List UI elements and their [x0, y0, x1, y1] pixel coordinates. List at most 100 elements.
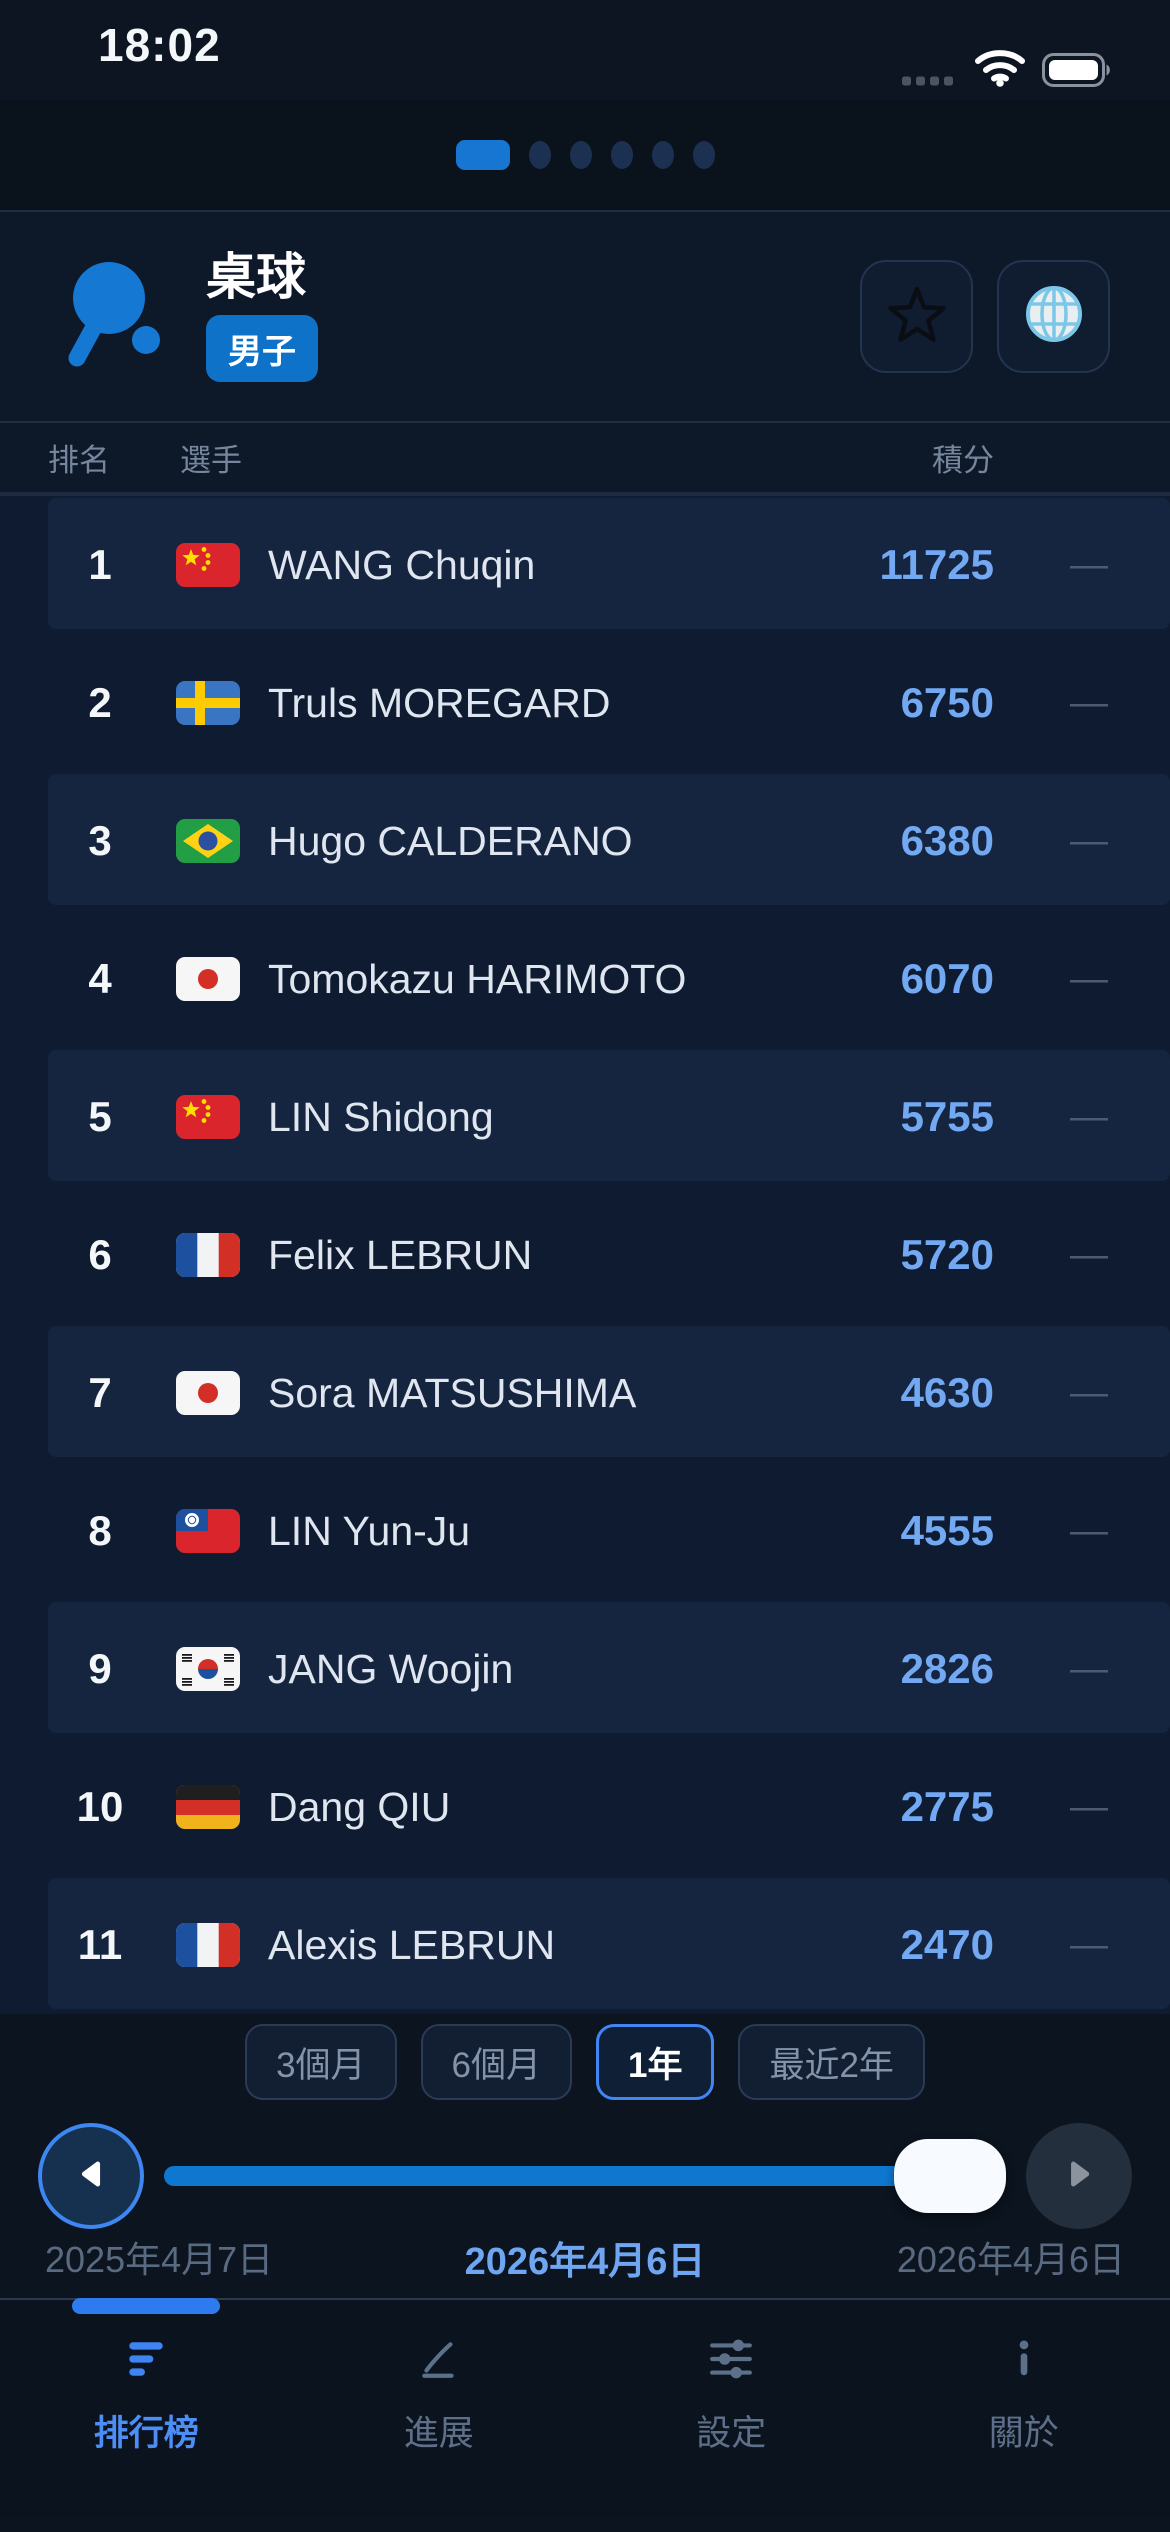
page-dot-3[interactable] — [569, 141, 592, 169]
flag-de-icon — [176, 1785, 240, 1829]
flag-se-icon — [176, 681, 240, 725]
points-value: 2826 — [900, 1645, 994, 1692]
active-tab-indicator — [72, 2298, 221, 2314]
next-date-button[interactable] — [1026, 2123, 1132, 2229]
globe-icon — [1021, 281, 1087, 352]
timeline-controls — [0, 2122, 1170, 2230]
period-filter-button[interactable]: 最近2年 — [738, 2024, 925, 2100]
rank-change: — — [1070, 819, 1108, 862]
points-value: 6380 — [900, 817, 994, 864]
tab-bar: 排行榜 進展 設定 關於 — [0, 2298, 1170, 2516]
rank-value: 8 — [88, 1507, 112, 1554]
timeline-thumb[interactable] — [894, 2139, 1006, 2213]
language-button[interactable] — [997, 260, 1110, 373]
points-value: 2470 — [900, 1921, 994, 1968]
page-dot-5[interactable] — [651, 141, 674, 169]
status-icons — [902, 0, 1112, 92]
table-row[interactable]: 3 Hugo CALDERANO 6380 — — [0, 772, 1170, 910]
rank-change: — — [1070, 1509, 1108, 1552]
favorite-button[interactable] — [860, 260, 973, 373]
page-dot-4[interactable] — [610, 141, 633, 169]
page-dot-1-active[interactable] — [455, 140, 510, 170]
table-row[interactable]: 8 LIN Yun-Ju 4555 — — [0, 1462, 1170, 1600]
rank-value: 2 — [88, 679, 112, 726]
rank-value: 11 — [77, 1921, 123, 1968]
timeline-slider[interactable] — [164, 2139, 1006, 2213]
tab-label: 排行榜 — [93, 2414, 199, 2453]
ranking-list-icon — [123, 2336, 169, 2387]
rank-value: 3 — [88, 817, 112, 864]
flag-kr-icon — [176, 1647, 240, 1691]
period-filter-button-selected[interactable]: 1年 — [596, 2024, 715, 2100]
table-row[interactable]: 1 WANG Chuqin 11725 — — [0, 496, 1170, 634]
table-row[interactable]: 2 Truls MOREGARD 6750 — — [0, 634, 1170, 772]
table-row[interactable]: 7 Sora MATSUSHIMA 4630 — — [0, 1324, 1170, 1462]
player-name: WANG Chuqin — [268, 541, 536, 588]
page-dot-6[interactable] — [692, 141, 715, 169]
period-filter-button[interactable]: 6個月 — [420, 2024, 572, 2100]
player-name: Felix LEBRUN — [268, 1231, 533, 1278]
tab-label: 關於 — [988, 2414, 1059, 2453]
points-value: 6750 — [900, 679, 994, 726]
rank-change: — — [1070, 1233, 1108, 1276]
flag-fr-icon — [176, 1233, 240, 1277]
tab-label: 進展 — [403, 2414, 474, 2453]
table-row[interactable]: 6 Felix LEBRUN 5720 — — [0, 1186, 1170, 1324]
status-time: 18:02 — [98, 19, 221, 71]
period-filter-button[interactable]: 3個月 — [245, 2024, 397, 2100]
timeline-dates: 2025年4月7日 2026年4月6日 2026年4月6日 — [0, 2232, 1170, 2283]
player-name: Hugo CALDERANO — [268, 817, 633, 864]
rank-change: — — [1070, 1923, 1108, 1966]
table-row[interactable]: 5 LIN Shidong 5755 — — [0, 1048, 1170, 1186]
flag-tw-icon — [176, 1509, 240, 1553]
timeline-track-fill[interactable] — [164, 2166, 1006, 2186]
star-icon — [884, 281, 950, 352]
table-row[interactable]: 11 Alexis LEBRUN 2470 — — [0, 1876, 1170, 2014]
table-row[interactable]: 10 Dang QIU 2775 — — [0, 1738, 1170, 1876]
player-name: Sora MATSUSHIMA — [268, 1369, 637, 1416]
rank-change: — — [1070, 543, 1108, 586]
player-name: JANG Woojin — [268, 1645, 514, 1692]
wifi-icon — [974, 49, 1026, 92]
page-dots[interactable] — [0, 100, 1170, 212]
table-row[interactable]: 9 JANG Woojin 2826 — — [0, 1600, 1170, 1738]
points-value: 5720 — [900, 1231, 994, 1278]
rank-value: 5 — [88, 1093, 112, 1140]
column-header-player: 選手 — [180, 443, 242, 478]
column-header-rank: 排名 — [48, 443, 110, 478]
rank-change: — — [1070, 1647, 1108, 1690]
tab-排行榜[interactable]: 排行榜 — [0, 2300, 293, 2516]
flag-fr-icon — [176, 1923, 240, 1967]
player-name: Truls MOREGARD — [268, 679, 611, 726]
page-dot-2[interactable] — [528, 141, 551, 169]
table-header: 排名 選手 積分 — [0, 423, 1170, 496]
rank-change: — — [1070, 681, 1108, 724]
rank-change: — — [1070, 1785, 1108, 1828]
sport-header: 桌球 男子 — [0, 212, 1170, 423]
period-filters: 3個月 6個月 1年 最近2年 — [0, 2024, 1170, 2100]
table-row[interactable]: 4 Tomokazu HARIMOTO 6070 — — [0, 910, 1170, 1048]
points-value: 4555 — [900, 1507, 994, 1554]
tab-進展[interactable]: 進展 — [293, 2300, 586, 2516]
rank-value: 10 — [76, 1783, 124, 1830]
previous-arrow-icon — [74, 2157, 108, 2196]
rank-value: 6 — [88, 1231, 112, 1278]
previous-date-button[interactable] — [38, 2123, 144, 2229]
title-block: 桌球 男子 — [206, 251, 318, 383]
tab-關於[interactable]: 關於 — [878, 2300, 1170, 2516]
tab-設定[interactable]: 設定 — [585, 2300, 878, 2516]
points-value: 2775 — [900, 1783, 994, 1830]
points-value: 5755 — [900, 1093, 994, 1140]
column-header-points: 積分 — [932, 443, 994, 478]
flag-cn-icon — [176, 543, 240, 587]
flag-jp-icon — [176, 957, 240, 1001]
ranking-table: 1 WANG Chuqin 11725 — 2 Truls MOREGARD 6750 — 3 H… — [0, 496, 1170, 2014]
points-value: 4630 — [900, 1369, 994, 1416]
progress-chart-icon — [416, 2336, 462, 2387]
table-tennis-paddle-icon — [62, 258, 174, 375]
tab-label: 設定 — [696, 2414, 767, 2453]
battery-icon — [1042, 53, 1112, 92]
rank-change: — — [1070, 1371, 1108, 1414]
player-name: Dang QIU — [268, 1783, 451, 1830]
player-name: Tomokazu HARIMOTO — [268, 955, 687, 1002]
